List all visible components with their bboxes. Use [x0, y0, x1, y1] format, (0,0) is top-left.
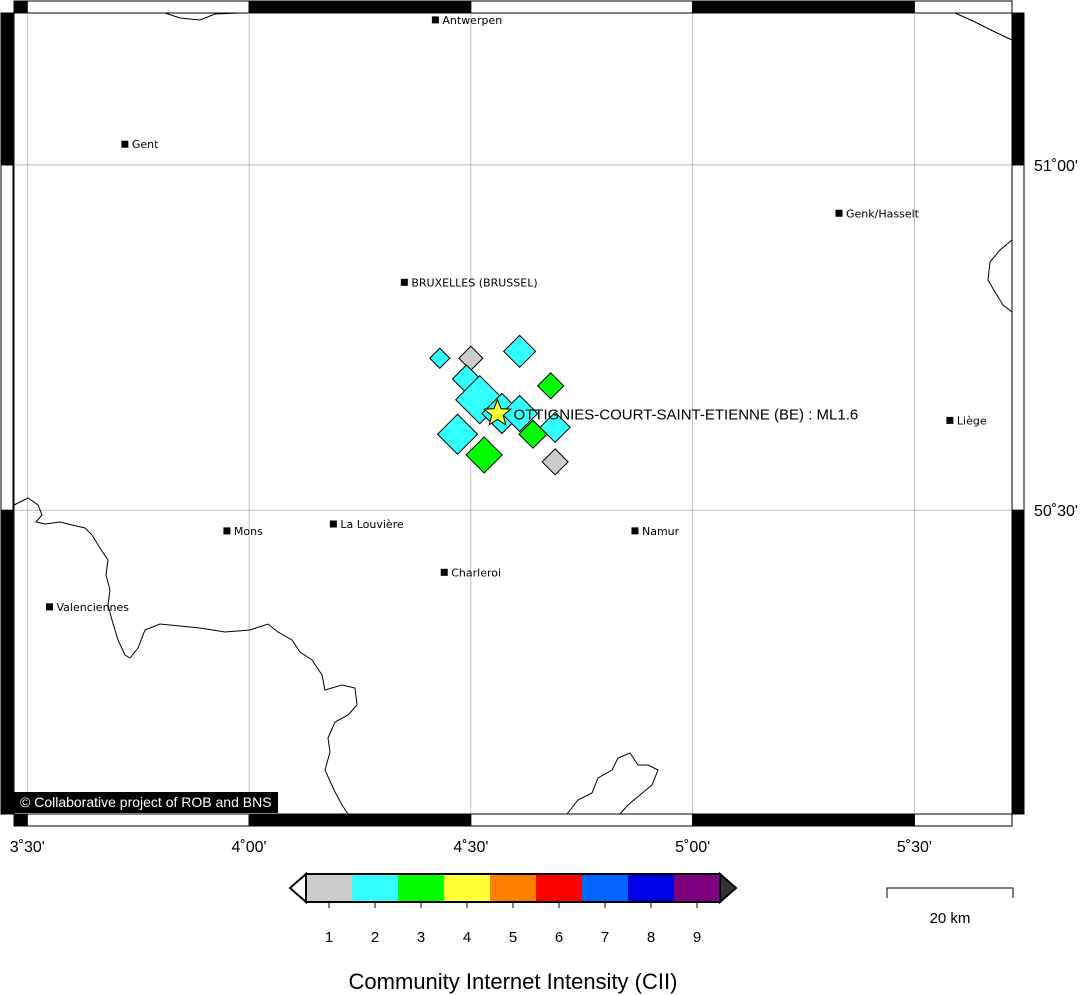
intensity-diamond [539, 411, 571, 444]
city-marker [223, 527, 231, 535]
epicenter: OTTIGNIES-COURT-SAINT-ETIENNE (BE) : ML1… [482, 398, 858, 426]
colorbar-swatch [398, 874, 444, 902]
intensity-diamond [500, 394, 539, 433]
city-label: Gent [132, 138, 159, 151]
colorbar-high-arrow [719, 871, 738, 905]
frame-bar-top [13, 0, 28, 14]
frame-bar-top [913, 0, 1013, 14]
colorbar-swatch [582, 874, 628, 902]
colorbar-swatch [628, 874, 674, 902]
frame-bar-bottom [248, 813, 472, 827]
colorbar-swatch [674, 874, 720, 902]
frame-checker-border [0, 0, 1025, 827]
colorbar-low-arrow [288, 871, 307, 905]
frame-bar-right [1011, 509, 1025, 815]
legend-title: Community Internet Intensity (CII) [349, 969, 678, 994]
frame-bar-right [1011, 12, 1025, 166]
frame-bar-bottom [470, 813, 694, 827]
lon-tick-label: 4˚00' [232, 839, 267, 856]
colorbar-label: 6 [555, 929, 563, 946]
lon-tick-label: 5˚30' [897, 839, 932, 856]
frame-bar-bottom [26, 813, 250, 827]
colorbar-label: 7 [601, 929, 609, 946]
colorbar-label: 3 [417, 929, 425, 946]
lat-tick-label: 51˚00' [1034, 158, 1078, 175]
colorbar-swatch [444, 874, 490, 902]
border-north-netherlands [164, 12, 241, 21]
lon-tick-label: 4˚30' [453, 839, 488, 856]
city-label: BRUXELLES (BRUSSEL) [411, 276, 537, 289]
lon-tick-label: 3˚30' [10, 839, 45, 856]
scale-bar: 20 km [886, 887, 1014, 927]
border-france-west [13, 497, 358, 815]
frame-bar-top [470, 0, 694, 14]
city-marker [631, 527, 639, 535]
intensity-diamond [465, 436, 503, 474]
frame-bar-top [248, 0, 472, 14]
colorbar-swatch [352, 874, 398, 902]
city-marker [121, 140, 129, 148]
colorbar-label: 5 [509, 929, 517, 946]
map-frame [0, 0, 1025, 827]
epicenter-star-icon [482, 398, 513, 426]
border-east-limburg [987, 239, 1013, 313]
frame-bar-bottom [692, 813, 915, 827]
colorbar-label: 9 [693, 929, 701, 946]
border-southeast [566, 752, 659, 815]
city-label: Antwerpen [442, 14, 502, 27]
frame-bar-left [0, 12, 14, 166]
frame-bar-left [0, 164, 14, 511]
city-label: Namur [642, 525, 680, 538]
country-borders [13, 12, 1013, 815]
city-label: La Louvière [340, 518, 404, 531]
axis-tick-labels: 3˚30' 4˚00' 4˚30' 5˚00' 5˚30' 51˚00' 50˚30' [10, 158, 1078, 856]
colorbar-label: 2 [371, 929, 379, 946]
city-markers: Antwerpen Gent Genk/Hasselt BRUXELLES (BRUS… [45, 14, 987, 614]
frame-bar-bottom [913, 813, 1013, 827]
city-marker [400, 278, 408, 286]
copyright-notice: © Collaborative project of ROB and BNS [14, 792, 278, 813]
colorbar-swatch [490, 874, 536, 902]
border-northeast [954, 12, 1013, 41]
city-label: Charleroi [451, 566, 501, 579]
city-marker [440, 568, 448, 576]
colorbar-swatch [536, 874, 582, 902]
frame-bar-right [1011, 164, 1025, 511]
colorbar-swatch [306, 874, 352, 902]
city-label: Liège [957, 414, 987, 427]
frame-bar-top [26, 0, 250, 14]
city-marker [431, 16, 439, 24]
city-label: Mons [234, 525, 263, 538]
scale-bar-label: 20 km [930, 910, 971, 927]
intensity-diamond [536, 372, 565, 400]
event-label: OTTIGNIES-COURT-SAINT-ETIENNE (BE) : ML1… [513, 407, 858, 424]
city-marker [329, 520, 337, 528]
frame-bar-bottom [13, 813, 28, 827]
cii-colorbar-legend: 1 2 3 4 5 6 7 8 9 Community Internet Intensity (C… [288, 871, 738, 994]
intensity-diamond [436, 413, 479, 455]
graticule [14, 13, 1012, 814]
city-marker [946, 416, 954, 424]
lat-tick-label: 50˚30' [1034, 503, 1078, 520]
colorbar-label: 4 [463, 929, 471, 946]
intensity-diamond [429, 347, 451, 369]
colorbar-label: 1 [325, 929, 333, 946]
city-label: Genk/Hasselt [846, 207, 920, 220]
city-label: Valenciennes [56, 601, 129, 614]
city-marker [835, 209, 843, 217]
frame-bar-left [0, 509, 14, 815]
city-marker [45, 603, 53, 611]
intensity-diamond [502, 334, 537, 369]
frame-bar-top [692, 0, 915, 14]
lon-tick-label: 5˚00' [675, 839, 710, 856]
colorbar-label: 8 [647, 929, 655, 946]
intensity-diamond [541, 448, 569, 476]
